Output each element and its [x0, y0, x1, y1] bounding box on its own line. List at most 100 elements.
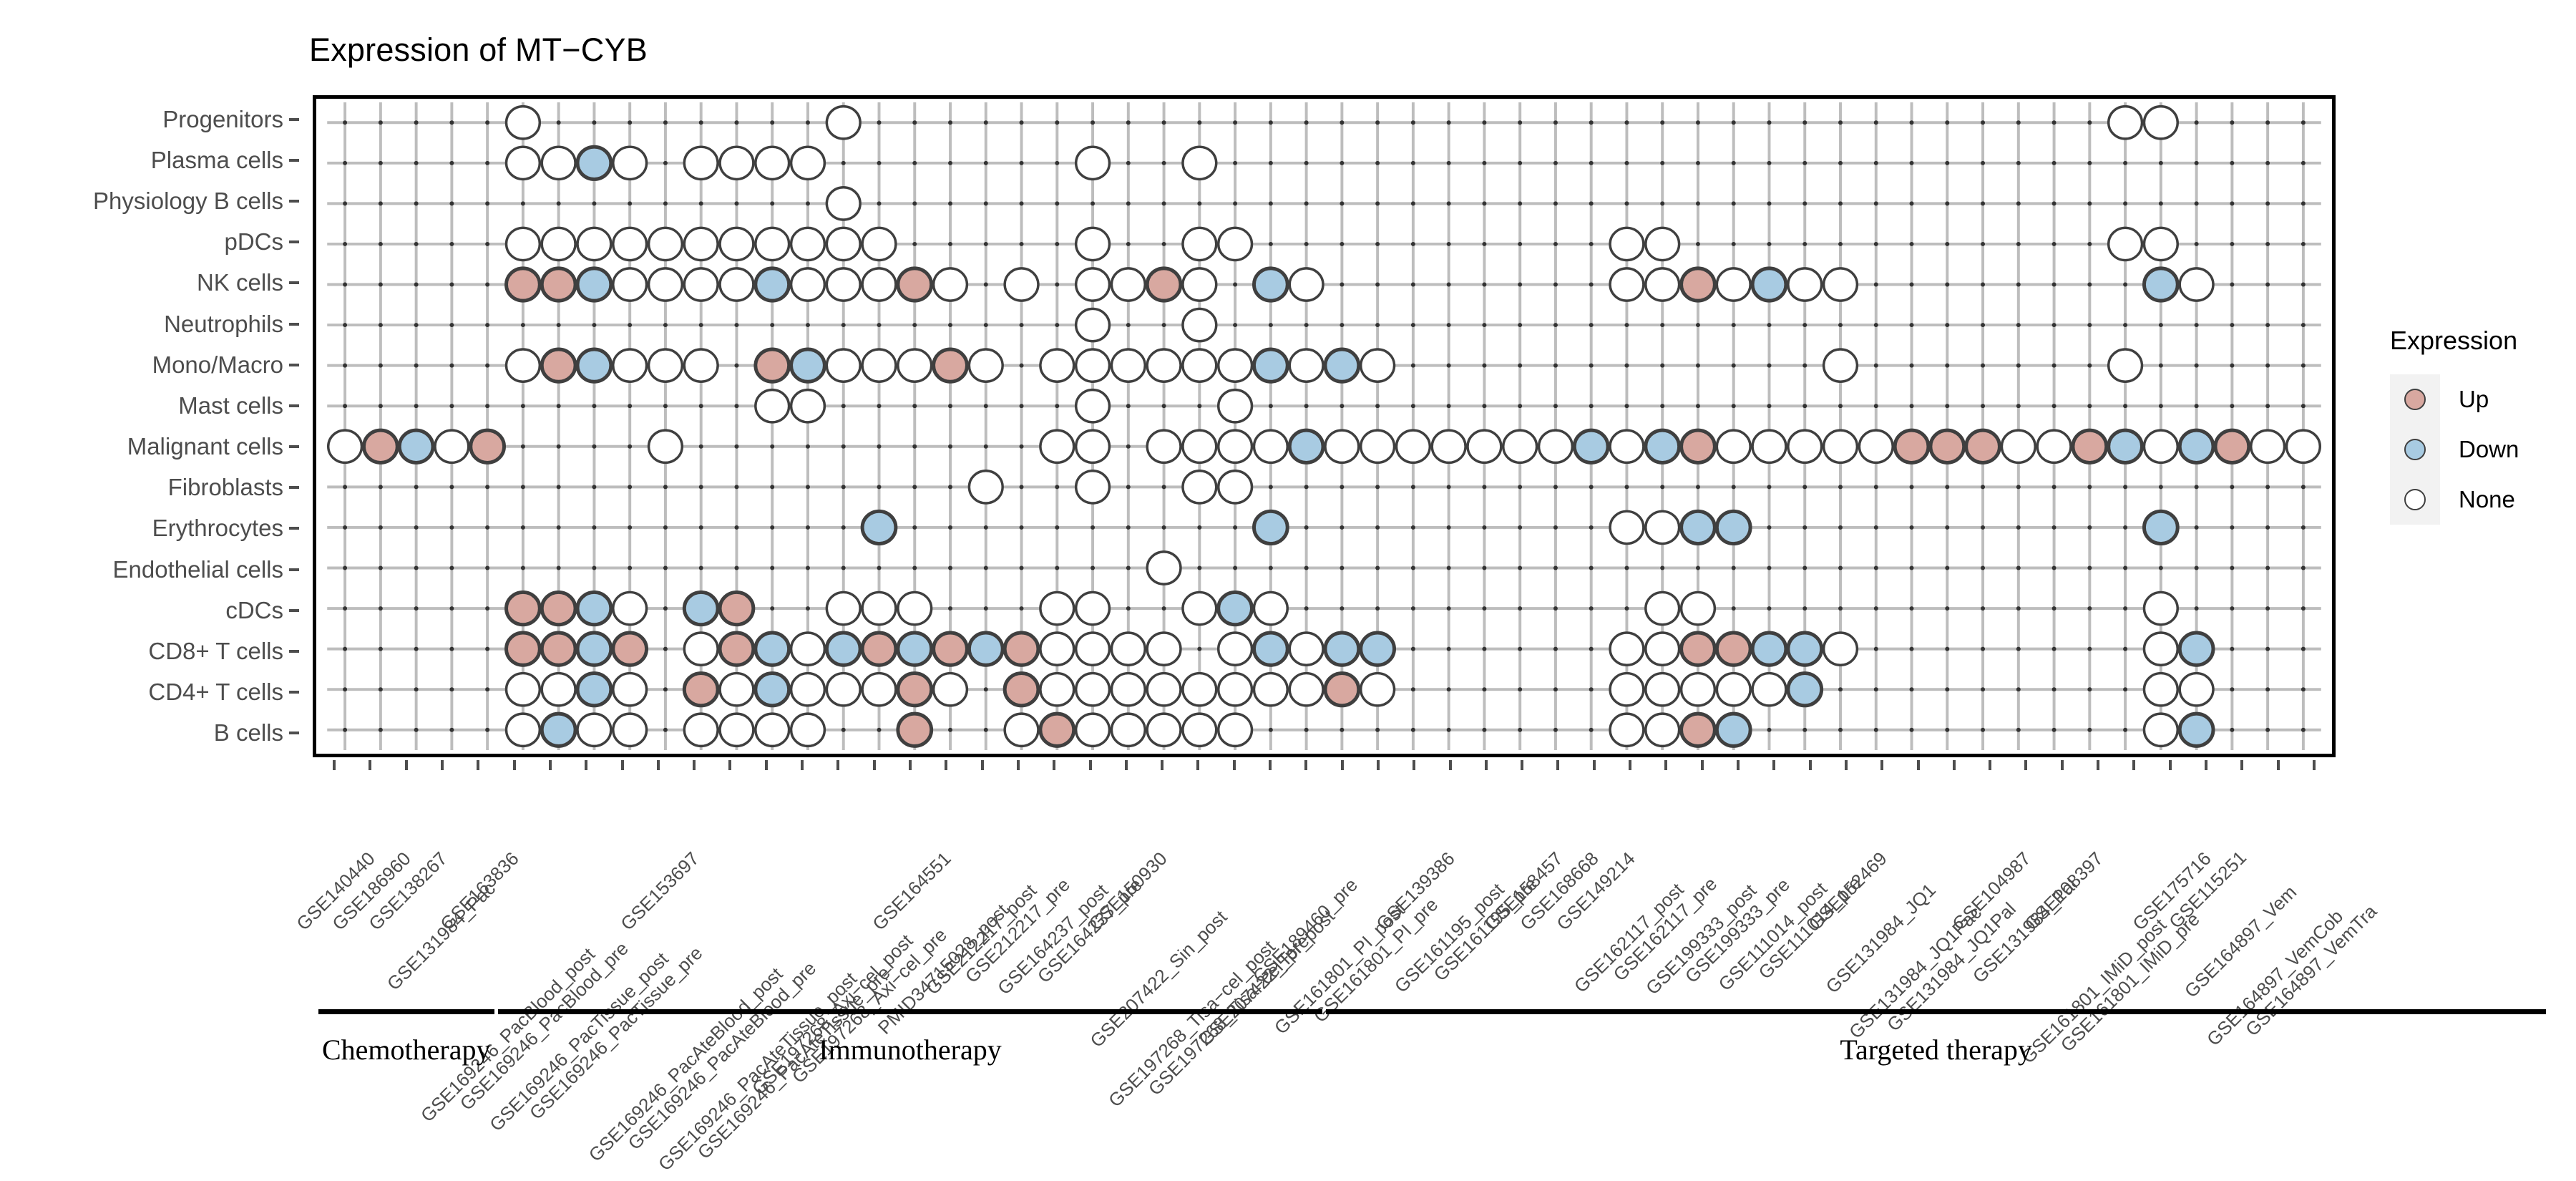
- expression-dot[interactable]: [2177, 631, 2215, 667]
- expression-dot[interactable]: [897, 348, 933, 384]
- expression-dot[interactable]: [932, 671, 969, 707]
- expression-dot[interactable]: [504, 348, 542, 384]
- expression-dot[interactable]: [682, 671, 720, 708]
- expression-dot[interactable]: [1750, 266, 1788, 303]
- expression-dot[interactable]: [1679, 509, 1717, 546]
- expression-dot[interactable]: [540, 226, 577, 262]
- expression-dot[interactable]: [1181, 226, 1218, 262]
- expression-dot[interactable]: [1537, 429, 1574, 465]
- expression-dot[interactable]: [397, 428, 435, 465]
- expression-dot[interactable]: [825, 105, 862, 140]
- expression-dot[interactable]: [1074, 388, 1111, 424]
- expression-dot[interactable]: [540, 711, 577, 748]
- expression-dot[interactable]: [575, 347, 613, 384]
- expression-dot[interactable]: [1181, 429, 1218, 465]
- expression-dot[interactable]: [1039, 631, 1075, 666]
- expression-dot[interactable]: [754, 145, 791, 181]
- expression-dot[interactable]: [1893, 428, 1931, 465]
- expression-dot[interactable]: [825, 671, 862, 707]
- expression-dot[interactable]: [1145, 266, 1183, 303]
- expression-dot[interactable]: [1430, 429, 1467, 465]
- expression-dot[interactable]: [1858, 429, 1894, 465]
- expression-dot[interactable]: [2177, 428, 2215, 465]
- expression-dot[interactable]: [754, 712, 791, 748]
- expression-dot[interactable]: [1324, 429, 1360, 465]
- expression-dot[interactable]: [1644, 267, 1681, 302]
- expression-dot[interactable]: [2177, 711, 2215, 748]
- expression-dot[interactable]: [967, 348, 1004, 384]
- expression-dot[interactable]: [683, 348, 719, 384]
- expression-dot[interactable]: [1609, 712, 1645, 748]
- expression-dot[interactable]: [896, 266, 934, 303]
- expression-dot[interactable]: [1609, 226, 1645, 262]
- expression-dot[interactable]: [1715, 671, 1752, 707]
- expression-dot[interactable]: [1146, 671, 1182, 707]
- expression-dot[interactable]: [2107, 348, 2144, 384]
- expression-dot[interactable]: [932, 631, 969, 667]
- expression-dot[interactable]: [1714, 509, 1752, 546]
- expression-dot[interactable]: [1216, 429, 1254, 465]
- expression-dot[interactable]: [825, 267, 862, 302]
- expression-dot[interactable]: [967, 469, 1004, 505]
- expression-dot[interactable]: [1252, 590, 1289, 626]
- expression-dot[interactable]: [540, 590, 577, 627]
- expression-dot[interactable]: [1181, 307, 1218, 343]
- expression-dot[interactable]: [1074, 348, 1111, 384]
- expression-dot[interactable]: [1609, 510, 1645, 545]
- expression-dot[interactable]: [1003, 712, 1040, 748]
- expression-dot[interactable]: [718, 145, 755, 181]
- expression-dot[interactable]: [2107, 226, 2144, 262]
- expression-dot[interactable]: [2071, 428, 2109, 465]
- expression-dot[interactable]: [362, 428, 399, 465]
- expression-dot[interactable]: [504, 590, 542, 627]
- expression-dot[interactable]: [1288, 348, 1324, 384]
- expression-dot[interactable]: [789, 388, 826, 424]
- expression-dot[interactable]: [789, 145, 826, 181]
- expression-dot[interactable]: [434, 429, 470, 465]
- expression-dot[interactable]: [1644, 226, 1681, 262]
- expression-dot[interactable]: [1216, 388, 1254, 424]
- expression-dot[interactable]: [1181, 267, 1218, 302]
- expression-dot[interactable]: [718, 671, 755, 707]
- expression-dot[interactable]: [1252, 631, 1289, 667]
- expression-dot[interactable]: [540, 347, 577, 384]
- expression-dot[interactable]: [1002, 631, 1040, 667]
- expression-dot[interactable]: [1644, 590, 1681, 626]
- expression-dot[interactable]: [1787, 429, 1823, 465]
- expression-dot[interactable]: [1216, 590, 1254, 627]
- expression-dot[interactable]: [1822, 348, 1859, 384]
- expression-dot[interactable]: [1074, 712, 1111, 748]
- expression-dot[interactable]: [2142, 105, 2179, 140]
- expression-dot[interactable]: [932, 267, 969, 302]
- expression-dot[interactable]: [1609, 267, 1645, 302]
- expression-dot[interactable]: [789, 347, 826, 384]
- expression-dot[interactable]: [1288, 267, 1324, 302]
- expression-dot[interactable]: [1074, 226, 1111, 262]
- expression-dot[interactable]: [1964, 428, 2001, 465]
- expression-dot[interactable]: [647, 226, 684, 262]
- expression-dot[interactable]: [1039, 590, 1075, 626]
- expression-dot[interactable]: [1714, 631, 1752, 667]
- expression-dot[interactable]: [683, 267, 719, 302]
- expression-dot[interactable]: [2250, 429, 2286, 465]
- expression-dot[interactable]: [326, 429, 364, 465]
- expression-dot[interactable]: [1110, 267, 1146, 302]
- expression-dot[interactable]: [860, 631, 898, 667]
- expression-dot[interactable]: [1146, 550, 1182, 585]
- expression-dot[interactable]: [1786, 631, 1824, 667]
- expression-dot[interactable]: [896, 671, 934, 708]
- expression-dot[interactable]: [540, 266, 577, 303]
- expression-dot[interactable]: [1466, 429, 1503, 465]
- expression-dot[interactable]: [1928, 428, 1966, 465]
- expression-dot[interactable]: [1572, 428, 1610, 465]
- expression-dot[interactable]: [612, 671, 648, 707]
- expression-dot[interactable]: [1609, 429, 1645, 465]
- expression-dot[interactable]: [1360, 429, 1396, 465]
- expression-dot[interactable]: [540, 671, 577, 707]
- expression-dot[interactable]: [2213, 428, 2251, 465]
- expression-dot[interactable]: [1750, 631, 1788, 667]
- expression-dot[interactable]: [1323, 671, 1361, 708]
- expression-dot[interactable]: [753, 671, 791, 708]
- expression-dot[interactable]: [1252, 671, 1289, 707]
- expression-dot[interactable]: [1216, 226, 1254, 262]
